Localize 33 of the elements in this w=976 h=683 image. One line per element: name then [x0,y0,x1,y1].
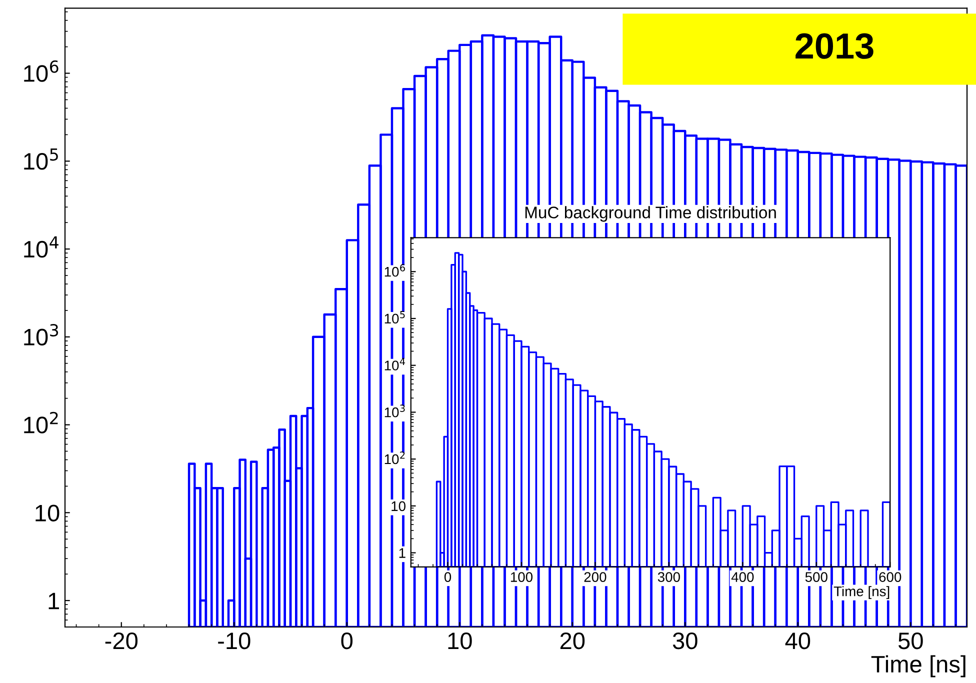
x-axis-title: Time [ns] [834,586,890,600]
x-tick-label: 400 [731,572,754,582]
y-tick-label: 10$^{5}$ [24,148,58,170]
y-tick-label: 1 [399,548,406,558]
x-tick-label: 100 [510,572,533,582]
x-tick-label: 200 [584,572,606,582]
x-tick-label: 500 [805,572,828,582]
x-tick-label: 600 [879,572,902,582]
y-tick-label: 10 [36,504,60,522]
y-tick-label: 10$^{2}$ [24,412,58,434]
y-tick-label: 1 [48,592,59,610]
x-tick-label: 50 [898,632,923,650]
y-tick-label: 10$^{5}$ [384,311,405,324]
y-tick-label: 10$^{3}$ [384,404,405,418]
y-tick-label: 10$^{6}$ [24,60,58,82]
y-tick-label: 10$^{4}$ [24,236,58,258]
y-tick-label: 10$^{6}$ [384,264,405,277]
x-tick-label: -10 [218,632,250,650]
x-tick-label: 40 [785,632,810,650]
y-tick-label: 10$^{3}$ [24,324,58,346]
y-tick-label: 10$^{2}$ [384,451,405,464]
x-axis-title: Time [ns] [871,655,966,678]
x-tick-label: 20 [560,632,585,650]
x-tick-label: 0 [341,632,353,650]
x-tick-label: 10 [448,632,472,650]
y-tick-label: 10$^{4}$ [384,358,406,370]
annotation: 2013 [796,33,874,59]
x-tick-label: -20 [105,632,138,650]
chart-title: MuC background Time distribution [525,206,776,222]
x-tick-label: 30 [672,632,698,650]
x-tick-label: 0 [444,572,452,582]
y-tick-label: 10 [392,501,406,512]
x-tick-label: 300 [658,572,680,582]
